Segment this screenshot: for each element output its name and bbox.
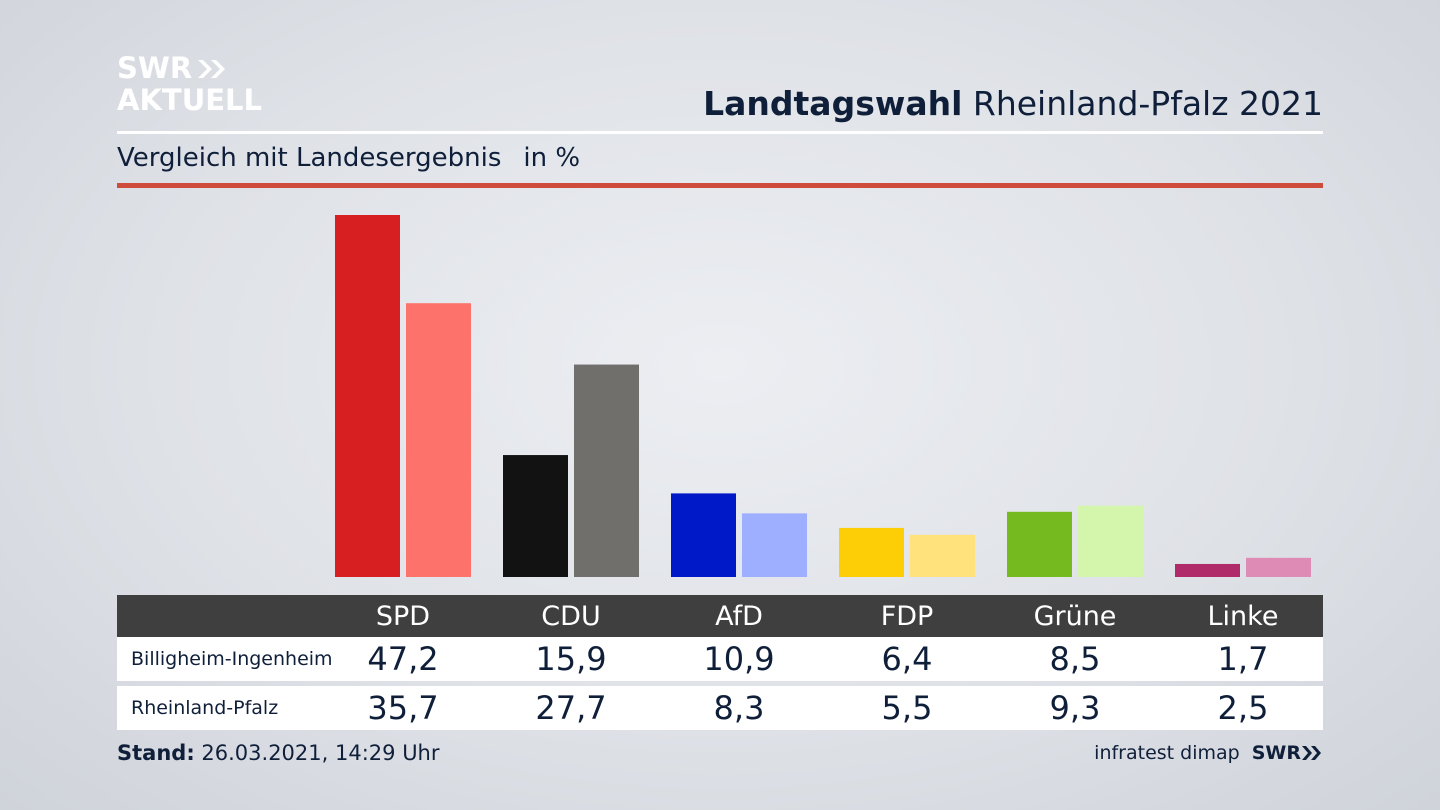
column-header-afd: AfD: [715, 600, 763, 632]
table-row-state: Rheinland-Pfalz 35,7 27,7 8,3 5,5 9,3 2,5: [117, 686, 1323, 730]
value-linke-row2: 2,5: [1217, 689, 1269, 727]
bar-afd-series2: [742, 513, 807, 577]
column-header-linke: Linke: [1207, 600, 1279, 632]
accent-divider: [117, 183, 1323, 188]
swr-aktuell-logo: SWR AKTUELL: [117, 54, 262, 115]
page-title: Landtagswahl Rheinland-Pfalz 2021: [703, 84, 1323, 123]
subtitle-unit: in %: [523, 143, 581, 173]
swr-footer-logo: SWR: [1252, 742, 1323, 764]
bar-afd-series1: [671, 493, 736, 577]
stand-label: Stand:: [117, 741, 195, 765]
table-row-local: Billigheim-Ingenheim 47,2 15,9 10,9 6,4 8,5 1…: [117, 637, 1323, 681]
bar-spd-series1: [335, 215, 400, 577]
value-afd-row2: 8,3: [713, 689, 765, 727]
logo-line2: AKTUELL: [117, 83, 263, 117]
logo-line1: SWR: [117, 51, 193, 85]
row-label-local: Billigheim-Ingenheim: [131, 648, 333, 670]
double-chevron-icon: [1302, 746, 1321, 760]
timestamp: Stand: 26.03.2021, 14:29 Uhr: [117, 741, 440, 765]
value-grne-row1: 8,5: [1049, 640, 1101, 678]
value-spd-row1: 47,2: [367, 640, 439, 678]
value-linke-row1: 1,7: [1217, 640, 1269, 678]
bar-grne-series2: [1078, 505, 1143, 577]
value-grne-row2: 9,3: [1049, 689, 1101, 727]
bar-grne-series1: [1007, 511, 1072, 577]
source-text: infratest dimap: [1094, 742, 1240, 764]
column-header-grne: Grüne: [1033, 600, 1117, 632]
table-header-row: SPD CDU AfD FDP Grüne Linke: [117, 595, 1323, 637]
bar-cdu-series1: [503, 455, 568, 577]
chart-subtitle: Vergleich mit Landesergebnis in %: [117, 143, 580, 173]
source-credit: infratest dimap SWR: [1094, 742, 1323, 764]
bar-chart: [335, 215, 1311, 577]
column-header-cdu: CDU: [541, 600, 601, 632]
value-fdp-row2: 5,5: [881, 689, 933, 727]
title-divider: [117, 131, 1323, 134]
column-header-spd: SPD: [375, 600, 431, 632]
title-rest: Rheinland-Pfalz 2021: [972, 84, 1323, 123]
results-table: SPD CDU AfD FDP Grüne Linke Billigheim-Ingenh…: [117, 595, 1323, 730]
bar-fdp-series1: [839, 527, 904, 577]
bar-linke-series1: [1175, 563, 1240, 577]
subtitle-text: Vergleich mit Landesergebnis: [117, 143, 502, 173]
bar-spd-series2: [406, 303, 471, 577]
bar-linke-series2: [1246, 557, 1311, 577]
value-cdu-row1: 15,9: [535, 640, 607, 678]
double-chevron-icon: [198, 59, 226, 78]
value-fdp-row1: 6,4: [881, 640, 933, 678]
row-label-state: Rheinland-Pfalz: [131, 697, 279, 719]
value-cdu-row2: 27,7: [535, 689, 607, 727]
value-afd-row1: 10,9: [703, 640, 775, 678]
stand-value: 26.03.2021, 14:29 Uhr: [201, 741, 440, 765]
bar-cdu-series2: [574, 364, 639, 577]
bar-fdp-series2: [910, 534, 975, 577]
swr-footer-text: SWR: [1251, 742, 1301, 764]
column-header-fdp: FDP: [880, 600, 934, 632]
title-bold: Landtagswahl: [703, 84, 963, 123]
value-spd-row2: 35,7: [367, 689, 439, 727]
